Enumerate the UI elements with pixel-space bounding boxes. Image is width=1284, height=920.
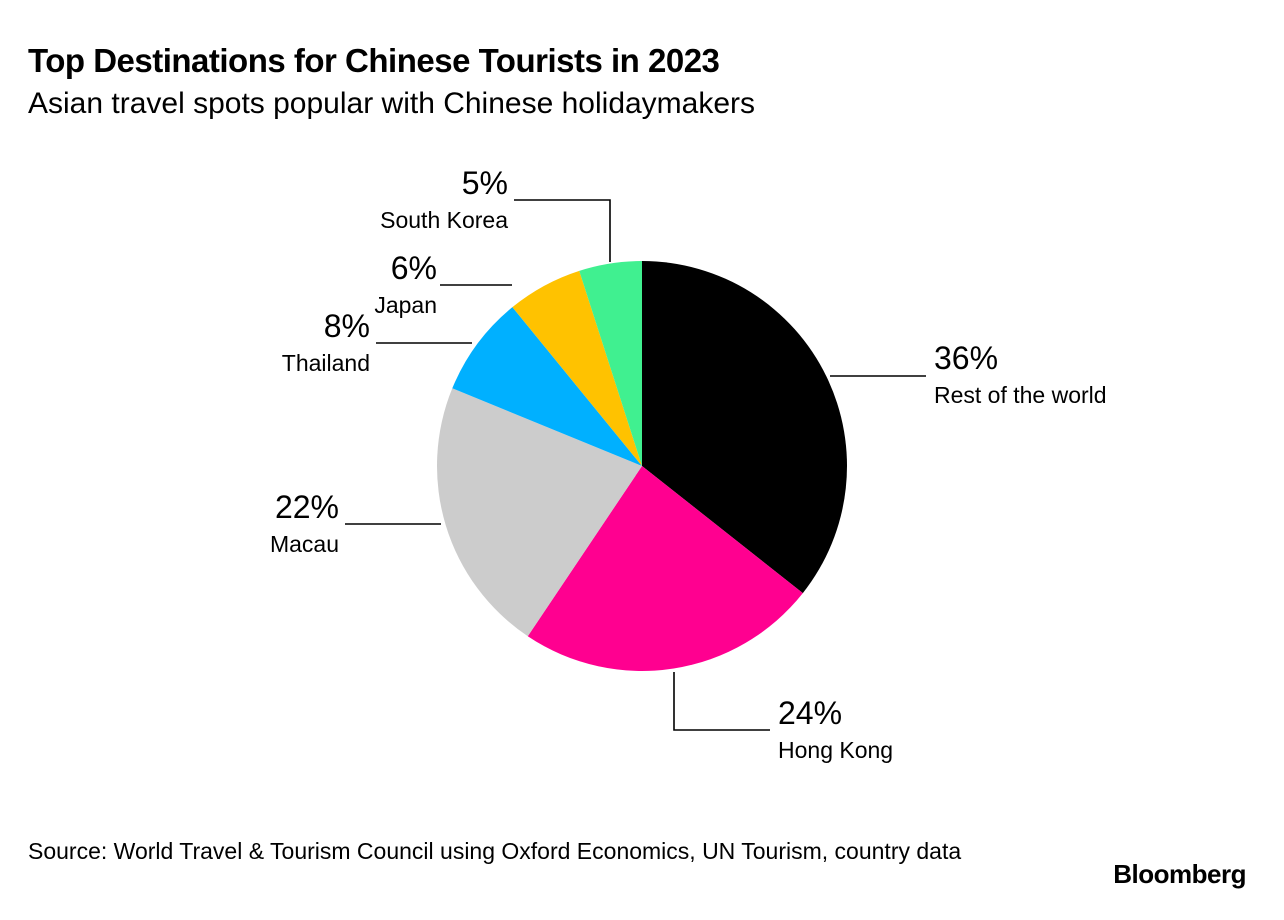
category-label-japan: Japan	[374, 292, 437, 318]
bloomberg-logo: Bloomberg	[1113, 859, 1246, 889]
label-leader-lines	[345, 199, 926, 731]
pie-slice-hong-kong	[527, 466, 803, 671]
category-label-south-korea: South Korea	[380, 207, 508, 233]
category-label-hong-kong: Hong Kong	[778, 737, 893, 763]
value-label-hong-kong: 24%	[778, 695, 842, 731]
pie-chart: 36% Rest of the world 24% Hong Kong 22% Macau…	[270, 165, 1107, 763]
category-label-macau: Macau	[270, 531, 339, 557]
pie-slice-japan	[512, 270, 642, 466]
chart-subtitle: Asian travel spots popular with Chinese …	[28, 87, 756, 120]
pie-slice-thailand	[452, 307, 642, 466]
pie-slice-macau	[437, 388, 642, 637]
value-label-japan: 6%	[391, 250, 437, 286]
value-label-macau: 22%	[275, 489, 339, 525]
leader-line-hong-kong	[673, 672, 770, 731]
value-label-south-korea: 5%	[462, 165, 508, 201]
value-label-thailand: 8%	[324, 308, 370, 344]
leader-line-south-korea	[514, 199, 611, 262]
pie-slice-south-korea	[579, 261, 642, 466]
category-label-rest-of-the-world: Rest of the world	[934, 382, 1107, 408]
pie-slice-rest-of-the-world	[642, 261, 847, 594]
pie-slices	[437, 261, 847, 671]
category-label-thailand: Thailand	[282, 350, 370, 376]
slice-labels: 36% Rest of the world 24% Hong Kong 22% Macau…	[270, 165, 1107, 763]
value-label-rest-of-the-world: 36%	[934, 340, 998, 376]
source-note: Source: World Travel & Tourism Council u…	[28, 838, 962, 864]
chart-title: Top Destinations for Chinese Tourists in…	[28, 42, 720, 79]
